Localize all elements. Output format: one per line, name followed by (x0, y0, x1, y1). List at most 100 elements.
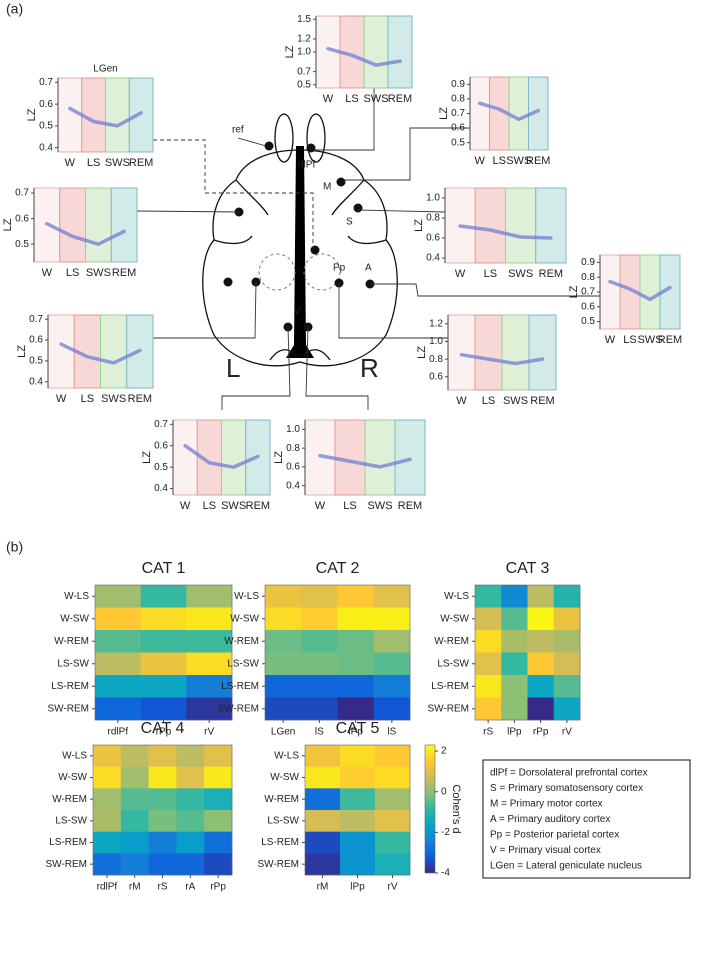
row-label: SW-REM (428, 703, 469, 714)
connector (221, 326, 369, 410)
heat-cell (475, 607, 502, 631)
colorbar (424, 744, 436, 874)
heat-cell (373, 585, 411, 608)
state-band (387, 15, 413, 89)
heatmap-frame (94, 584, 233, 721)
row-label: LS-REM (51, 681, 89, 692)
y-tick-label: 0.8 (429, 354, 443, 365)
heat-cell (204, 745, 233, 767)
column-label: lS (387, 727, 396, 738)
electrode (306, 143, 316, 153)
state-band (508, 76, 529, 151)
chart-title: CAT 4 (141, 720, 185, 737)
trend-line (478, 101, 540, 122)
y-tick-label: 0.8 (286, 443, 300, 454)
state-band (363, 15, 389, 89)
state-band (110, 187, 138, 263)
state-band (105, 77, 130, 153)
x-tick-label: REM (539, 268, 563, 280)
x-tick-label: W (42, 267, 53, 279)
row-label: W-REM (224, 636, 259, 647)
row-label: W-REM (52, 794, 87, 805)
heat-cell (527, 697, 555, 721)
heat-cell (527, 652, 555, 676)
x-tick-label: REM (526, 155, 550, 167)
connector (313, 88, 375, 151)
heat-cell (93, 788, 122, 811)
connector (153, 139, 314, 248)
row-label: LS-REM (221, 681, 259, 692)
y-tick-label: 0.6 (154, 440, 168, 451)
state-band (474, 187, 506, 264)
heat-cell (176, 766, 205, 789)
heat-cell (93, 853, 122, 876)
trend-line (318, 453, 412, 469)
row-label: W-REM (54, 636, 89, 647)
heat-cell (305, 788, 341, 811)
y-tick-label: 0.5 (15, 239, 29, 250)
heat-cell (176, 853, 205, 876)
y-tick-label: 1.0 (429, 336, 443, 347)
state-band (100, 314, 128, 389)
heat-cell (340, 810, 376, 832)
legend-line: Pp = Posterior parietal cortex (490, 830, 619, 841)
heat-cell (148, 745, 177, 767)
heat-cell (148, 810, 177, 832)
heat-cell (375, 745, 411, 767)
chart-title: CAT 1 (142, 560, 186, 577)
row-label: LS-SW (57, 658, 89, 669)
heat-cell (186, 675, 233, 698)
heat-cell (140, 585, 187, 608)
x-tick-label: SWS (363, 93, 388, 105)
state-band (501, 314, 530, 391)
heat-cell (553, 585, 581, 608)
x-tick-label: LS (482, 395, 495, 407)
y-tick-label: 1.5 (297, 14, 311, 25)
x-tick-label: REM (658, 334, 682, 346)
heat-cell (140, 675, 187, 698)
heat-cell (186, 697, 233, 721)
row-label: W-SW (270, 772, 299, 783)
heat-cell (373, 607, 411, 631)
y-tick-label: 0.4 (39, 142, 53, 153)
heat-cell (301, 630, 338, 653)
heat-cell (93, 766, 122, 789)
heat-cell (501, 607, 528, 631)
x-tick-label: LS (493, 155, 506, 167)
heat-cell (93, 831, 122, 854)
state-band (59, 187, 86, 263)
y-tick-label: 0.5 (581, 316, 595, 327)
heat-cell (93, 810, 122, 832)
x-tick-label: SWS (503, 395, 528, 407)
x-tick-label: LS (66, 267, 79, 279)
heat-cell (265, 652, 302, 676)
heat-cell (375, 853, 411, 876)
y-tick-label: 0.6 (15, 213, 29, 224)
heat-cell (527, 585, 555, 608)
panel-label: (b) (6, 539, 23, 555)
heatmap-frame (92, 744, 233, 876)
diagram-label: S (346, 217, 353, 228)
heatmap-frame (304, 744, 411, 876)
legend-line: A = Primary auditory cortex (490, 814, 610, 825)
electrode (310, 245, 320, 255)
y-tick-label: 0.6 (426, 233, 440, 244)
heat-cell (176, 745, 205, 767)
row-label: LS-SW (267, 815, 299, 826)
heat-cell (95, 697, 141, 721)
x-tick-label: REM (530, 395, 554, 407)
row-label: W-LS (62, 750, 87, 761)
y-tick-label: 0.9 (581, 257, 595, 268)
colorbar-label: Cohen's d (450, 784, 462, 833)
heat-cell (186, 630, 233, 653)
heat-cell (140, 630, 187, 653)
x-tick-label: LS (623, 334, 636, 346)
legend-box (482, 759, 691, 879)
x-tick-label: LS (87, 157, 100, 169)
x-tick-label: REM (398, 500, 422, 512)
heat-cell (265, 630, 302, 653)
state-band (599, 254, 621, 330)
trend-line (59, 342, 142, 365)
y-tick-label: 0.7 (15, 188, 29, 199)
colorbar-tick-label: 2 (441, 746, 447, 757)
